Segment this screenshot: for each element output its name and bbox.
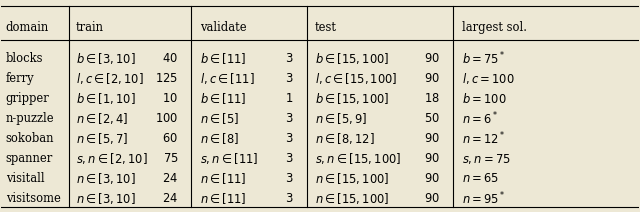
- Text: $s, n = 75$: $s, n = 75$: [462, 152, 511, 166]
- Text: $n \in [11]$: $n \in [11]$: [200, 191, 246, 206]
- Text: $\mathit{90}$: $\mathit{90}$: [424, 52, 440, 65]
- Text: $\mathit{18}$: $\mathit{18}$: [424, 92, 440, 105]
- Text: $l, c \in [2, 10]$: $l, c \in [2, 10]$: [76, 71, 144, 86]
- Text: $\mathit{50}$: $\mathit{50}$: [424, 112, 440, 125]
- Text: $s, n \in [15, 100]$: $s, n \in [15, 100]$: [315, 151, 401, 166]
- Text: $n \in [3, 10]$: $n \in [3, 10]$: [76, 171, 136, 186]
- Text: $n \in [2, 4]$: $n \in [2, 4]$: [76, 111, 129, 126]
- Text: $\mathit{3}$: $\mathit{3}$: [285, 192, 293, 205]
- Text: $n \in [11]$: $n \in [11]$: [200, 171, 246, 186]
- Text: blocks: blocks: [6, 52, 44, 65]
- Text: $b = 100$: $b = 100$: [462, 92, 506, 106]
- Text: $\mathit{3}$: $\mathit{3}$: [285, 52, 293, 65]
- Text: $\mathit{3}$: $\mathit{3}$: [285, 72, 293, 85]
- Text: $b \in [11]$: $b \in [11]$: [200, 91, 246, 106]
- Text: sokoban: sokoban: [6, 132, 54, 145]
- Text: $\mathit{24}$: $\mathit{24}$: [163, 192, 178, 205]
- Text: $b \in [15, 100]$: $b \in [15, 100]$: [315, 51, 389, 66]
- Text: $l, c \in [15, 100]$: $l, c \in [15, 100]$: [315, 71, 397, 86]
- Text: test: test: [315, 21, 337, 33]
- Text: train: train: [76, 21, 104, 33]
- Text: largest sol.: largest sol.: [462, 21, 527, 33]
- Text: $\mathit{90}$: $\mathit{90}$: [424, 132, 440, 145]
- Text: $b \in [3, 10]$: $b \in [3, 10]$: [76, 51, 136, 66]
- Text: spanner: spanner: [6, 152, 53, 165]
- Text: $b \in [1, 10]$: $b \in [1, 10]$: [76, 91, 136, 106]
- Text: $\mathit{3}$: $\mathit{3}$: [285, 112, 293, 125]
- Text: $n \in [15, 100]$: $n \in [15, 100]$: [315, 171, 389, 186]
- Text: $\mathit{40}$: $\mathit{40}$: [163, 52, 178, 65]
- Text: $b \in [15, 100]$: $b \in [15, 100]$: [315, 91, 389, 106]
- Text: $n = 6^*$: $n = 6^*$: [462, 110, 498, 127]
- Text: $\mathit{90}$: $\mathit{90}$: [424, 192, 440, 205]
- Text: $b = 75^*$: $b = 75^*$: [462, 50, 506, 67]
- Text: gripper: gripper: [6, 92, 49, 105]
- Text: $n \in [3, 10]$: $n \in [3, 10]$: [76, 191, 136, 206]
- Text: $\mathit{90}$: $\mathit{90}$: [424, 152, 440, 165]
- Text: $b \in [11]$: $b \in [11]$: [200, 51, 246, 66]
- Text: $n \in [5, 9]$: $n \in [5, 9]$: [315, 111, 367, 126]
- Text: $n \in [5]$: $n \in [5]$: [200, 111, 239, 126]
- Text: $l, c = 100$: $l, c = 100$: [462, 71, 515, 86]
- Text: $s, n \in [2, 10]$: $s, n \in [2, 10]$: [76, 151, 148, 166]
- Text: $n \in [8]$: $n \in [8]$: [200, 131, 239, 146]
- Text: $\mathit{1}$: $\mathit{1}$: [285, 92, 293, 105]
- Text: domain: domain: [6, 21, 49, 33]
- Text: $n = 12^*$: $n = 12^*$: [462, 130, 506, 147]
- Text: $l, c \in [11]$: $l, c \in [11]$: [200, 71, 255, 86]
- Text: $\mathit{125}$: $\mathit{125}$: [156, 72, 178, 85]
- Text: $n = 95^*$: $n = 95^*$: [462, 190, 506, 207]
- Text: visitsome: visitsome: [6, 192, 61, 205]
- Text: $\mathit{3}$: $\mathit{3}$: [285, 172, 293, 185]
- Text: $\mathit{3}$: $\mathit{3}$: [285, 152, 293, 165]
- Text: validate: validate: [200, 21, 246, 33]
- Text: $\mathit{60}$: $\mathit{60}$: [163, 132, 178, 145]
- Text: $\mathit{75}$: $\mathit{75}$: [163, 152, 178, 165]
- Text: $n \in [15, 100]$: $n \in [15, 100]$: [315, 191, 389, 206]
- Text: $n \in [5, 7]$: $n \in [5, 7]$: [76, 131, 129, 146]
- Text: $\mathit{24}$: $\mathit{24}$: [163, 172, 178, 185]
- Text: $n \in [8, 12]$: $n \in [8, 12]$: [315, 131, 374, 146]
- Text: $\mathit{3}$: $\mathit{3}$: [285, 132, 293, 145]
- Text: n-puzzle: n-puzzle: [6, 112, 54, 125]
- Text: $\mathit{90}$: $\mathit{90}$: [424, 72, 440, 85]
- Text: ferry: ferry: [6, 72, 35, 85]
- Text: $\mathit{10}$: $\mathit{10}$: [163, 92, 178, 105]
- Text: visitall: visitall: [6, 172, 44, 185]
- Text: $n = 65$: $n = 65$: [462, 172, 499, 185]
- Text: $\mathit{100}$: $\mathit{100}$: [155, 112, 178, 125]
- Text: $\mathit{90}$: $\mathit{90}$: [424, 172, 440, 185]
- Text: $s, n \in [11]$: $s, n \in [11]$: [200, 151, 259, 166]
